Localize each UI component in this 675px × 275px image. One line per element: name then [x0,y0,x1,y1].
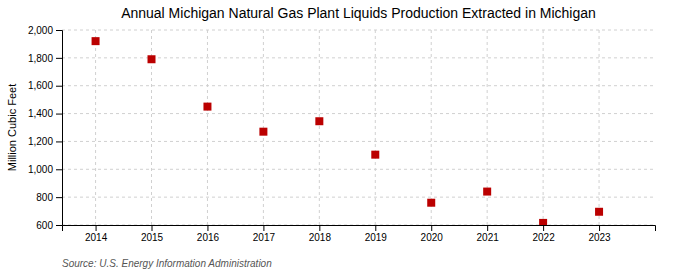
x-tick-label: 2014 [85,232,108,243]
x-tick: 2023 [588,225,611,243]
x-tick-label: 2023 [588,232,611,243]
y-tick: 2,000 [28,25,62,36]
x-tick-mark [152,225,153,231]
y-tick-label: 1,000 [28,164,53,175]
x-tick: 2022 [532,225,555,243]
x-tick: 2019 [365,225,388,243]
x-axis-line [63,226,656,232]
x-tick-mark [543,225,544,231]
x-tick: 2015 [141,225,164,243]
y-tick-label: 2,000 [28,25,53,36]
y-tick: 1,600 [28,80,62,91]
x-tick-label: 2019 [365,232,388,243]
grid-line [263,30,264,225]
x-tick-mark [207,225,208,231]
x-axis: 2014 2015 2016 2017 2018 2019 2020 2021 2022 2023 [63,225,656,243]
y-tick-mark [56,225,62,226]
y-axis-title: Million Cubic Feet [6,84,18,171]
grid-line [62,141,655,142]
x-tick: 2020 [421,225,444,243]
x-tick: 2016 [197,225,220,243]
grid-line [62,85,655,86]
y-tick: 800 [36,192,62,203]
x-tick-label: 2021 [477,232,500,243]
point [203,103,211,111]
x-tick-mark [375,225,376,231]
y-tick-mark [56,141,62,142]
point [371,151,379,159]
plot-area [92,37,603,225]
point [539,219,547,225]
x-tick-mark [487,225,488,231]
x-tick-label: 2020 [421,232,444,243]
grid-line [375,30,376,225]
y-axis: 600 800 1,000 1,200 1,400 1,600 1,800 2,000 [28,25,63,231]
y-tick-label: 800 [36,192,53,203]
grid-line [62,169,655,170]
x-tick-mark [599,225,600,231]
grid-line [62,113,655,114]
y-tick: 1,800 [28,53,62,64]
x-tick-mark [263,225,264,231]
y-tick-label: 1,400 [28,108,53,119]
y-tick-mark [56,30,62,31]
point [315,117,323,125]
y-tick-mark [56,169,62,170]
point [259,128,267,136]
x-tick: 2014 [85,225,108,243]
x-tick-label: 2017 [253,232,276,243]
y-tick-label: 1,600 [28,80,53,91]
y-tick-label: 600 [36,220,53,231]
y-tick: 1,200 [28,136,62,147]
grid-line [487,30,488,225]
grid-line [62,197,655,198]
y-tick-mark [56,114,62,115]
x-tick-mark [431,225,432,231]
y-tick: 600 [36,220,62,231]
chart: 2014 2015 2016 2017 2018 2019 2020 2021 2022 2023… [0,0,675,275]
y-tick: 1,400 [28,108,62,119]
grid [62,30,655,225]
source-note: Source: U.S. Energy Information Administ… [62,258,272,269]
y-tick-mark [56,86,62,87]
point [427,199,435,207]
grid-line [207,30,208,225]
x-tick-label: 2015 [141,232,164,243]
grid-line [62,30,655,31]
grid-line [319,30,320,225]
x-tick-label: 2016 [197,232,220,243]
grid-line [431,30,432,225]
point [595,208,603,216]
grid-line [599,30,600,225]
grid-line [95,30,96,225]
point [92,37,100,45]
y-axis-line [56,31,63,226]
point [483,188,491,196]
x-tick-mark [319,225,320,231]
x-tick: 2017 [253,225,276,243]
x-tick-label: 2018 [309,232,332,243]
point [148,55,156,63]
x-tick: 2021 [477,225,500,243]
x-tick-mark [96,225,97,231]
y-tick-mark [56,58,62,59]
grid-line [543,30,544,225]
y-tick: 1,000 [28,164,62,175]
x-tick: 2018 [309,225,332,243]
x-tick-label: 2022 [532,232,555,243]
title: Annual Michigan Natural Gas Plant Liquid… [121,5,596,21]
y-tick-label: 1,800 [28,53,53,64]
y-tick-label: 1,200 [28,136,53,147]
y-tick-mark [56,197,62,198]
